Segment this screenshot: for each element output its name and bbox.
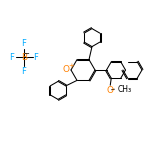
Text: F: F — [33, 52, 38, 62]
Text: O: O — [62, 66, 69, 74]
Text: O: O — [107, 86, 114, 95]
Text: +: + — [69, 64, 74, 69]
Text: F: F — [22, 38, 26, 47]
Text: F: F — [10, 52, 14, 62]
Text: −: − — [24, 50, 29, 57]
Text: B: B — [21, 52, 27, 62]
Text: CH₃: CH₃ — [117, 85, 131, 94]
Text: F: F — [22, 67, 26, 76]
